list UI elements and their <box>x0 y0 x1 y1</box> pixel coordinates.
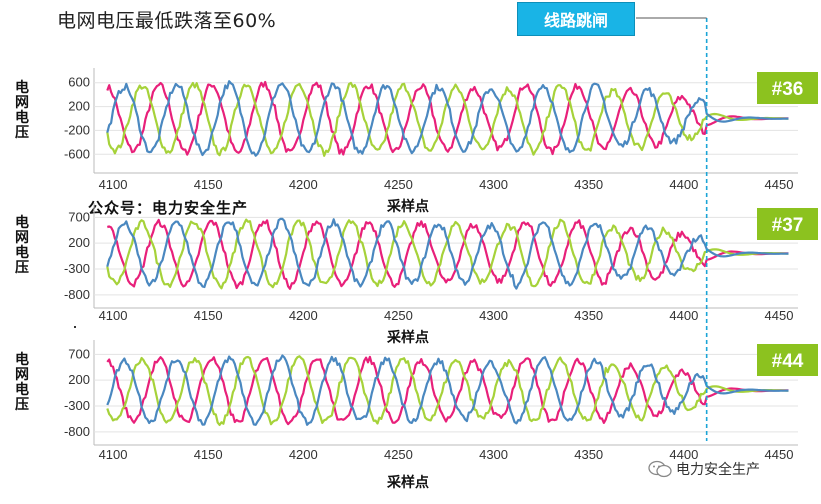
y-tick-label: 200 <box>68 99 90 114</box>
y-tick-label: 200 <box>68 372 90 387</box>
y-tick-label: 700 <box>68 346 90 361</box>
y-axis-title-char: 压 <box>15 125 29 141</box>
y-axis-title-char: 网 <box>15 230 29 246</box>
x-tick-label: 4250 <box>384 447 413 462</box>
y-tick-label: -800 <box>64 424 90 439</box>
y-tick-label: -300 <box>64 261 90 276</box>
wechat-icon <box>648 460 672 478</box>
line-trip-label: 线路跳闸 <box>517 2 635 36</box>
stray-dot <box>74 326 76 328</box>
x-axis-title: 采样点 <box>386 198 429 215</box>
x-tick-label: 4250 <box>384 308 413 323</box>
watermark-footer-text: 电力安全生产 <box>676 462 760 478</box>
unit-badge-label: #44 <box>772 351 804 372</box>
x-tick-label: 4450 <box>765 308 794 323</box>
voltage-series-line <box>106 354 789 426</box>
x-tick-label: 4450 <box>765 447 794 462</box>
x-tick-label: 4400 <box>669 177 698 192</box>
y-axis-title-char: 电 <box>15 381 29 398</box>
x-tick-label: 4100 <box>99 308 128 323</box>
y-axis-title-char: 电 <box>15 244 29 261</box>
y-axis-title-char: 压 <box>15 397 29 413</box>
x-tick-label: 4150 <box>194 447 223 462</box>
x-tick-label: 4200 <box>289 177 318 192</box>
x-tick-label: 4350 <box>574 308 603 323</box>
y-axis-title-char: 电 <box>15 79 29 96</box>
unit-badge-label: #37 <box>772 215 804 236</box>
unit-badge-label: #36 <box>772 79 804 100</box>
x-tick-label: 4200 <box>289 308 318 323</box>
y-axis-title-char: 电 <box>15 214 29 231</box>
y-tick-label: -200 <box>64 122 90 137</box>
watermark-footer: 电力安全生产 <box>648 459 760 479</box>
x-tick-label: 4300 <box>479 177 508 192</box>
y-axis-title-char: 网 <box>15 95 29 111</box>
y-tick-label: 700 <box>68 209 90 224</box>
y-axis-title-char: 网 <box>15 367 29 383</box>
x-tick-label: 4450 <box>765 177 794 192</box>
y-tick-label: -300 <box>64 398 90 413</box>
y-axis-title-char: 电 <box>15 351 29 368</box>
unit-badge <box>757 344 818 376</box>
x-tick-label: 4150 <box>194 177 223 192</box>
x-tick-label: 4300 <box>479 447 508 462</box>
x-tick-label: 4400 <box>669 447 698 462</box>
x-tick-label: 4400 <box>669 308 698 323</box>
unit-badge <box>757 208 818 240</box>
unit-badge <box>757 72 818 104</box>
x-tick-label: 4200 <box>289 447 318 462</box>
x-tick-label: 4350 <box>574 447 603 462</box>
x-tick-label: 4150 <box>194 308 223 323</box>
voltage-series-line <box>106 217 789 290</box>
y-tick-label: 200 <box>68 235 90 250</box>
watermark-account: 公众号：电力安全生产 <box>88 199 249 217</box>
x-tick-label: 4350 <box>574 177 603 192</box>
x-tick-label: 4100 <box>99 177 128 192</box>
y-tick-label: -600 <box>64 146 90 161</box>
voltage-series-line <box>106 80 789 156</box>
x-tick-label: 4100 <box>99 447 128 462</box>
page-title: 电网电压最低跌落至60% <box>57 10 277 32</box>
x-tick-label: 4300 <box>479 308 508 323</box>
x-tick-label: 4250 <box>384 177 413 192</box>
x-axis-title: 采样点 <box>386 474 429 491</box>
y-axis-title-char: 电 <box>15 109 29 126</box>
x-axis-title: 采样点 <box>386 329 429 346</box>
y-tick-label: 600 <box>68 75 90 90</box>
y-axis-title-char: 压 <box>15 260 29 276</box>
y-tick-label: -800 <box>64 287 90 302</box>
voltage-series-line <box>106 80 789 157</box>
